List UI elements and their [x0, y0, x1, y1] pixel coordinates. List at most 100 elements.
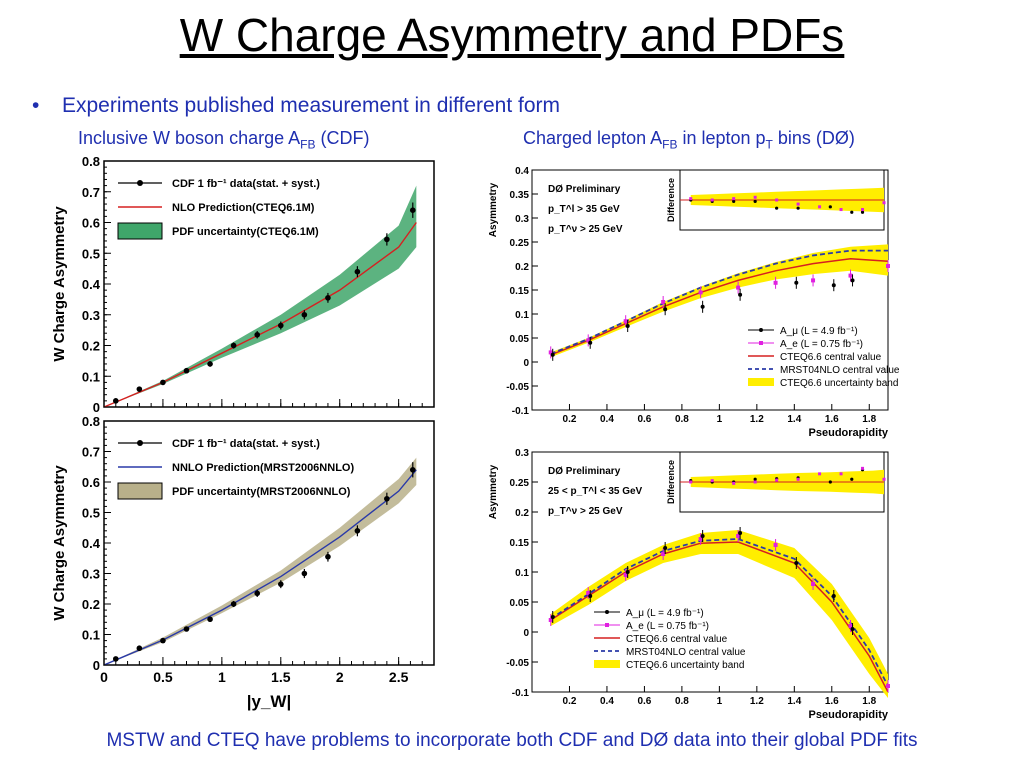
x-tick-label: 1	[717, 414, 723, 425]
mu-point	[663, 307, 668, 312]
y-tick-label: 0.7	[82, 185, 100, 200]
data-point	[409, 207, 416, 213]
inset-e-point	[882, 477, 886, 481]
mu-point	[663, 546, 668, 550]
e-point	[586, 591, 591, 595]
legend-label: A_e (L = 0.75 fb⁻¹)	[626, 621, 709, 632]
mu-point	[850, 627, 855, 631]
x-tick-label: 0.2	[563, 414, 577, 425]
mu-point	[794, 280, 799, 285]
data-point	[354, 268, 361, 275]
mu-point	[588, 340, 593, 345]
legend-label: CDF 1 fb⁻¹ data(stat. + syst.)	[172, 438, 320, 450]
data-point	[254, 331, 261, 338]
inset-e-point	[775, 198, 779, 202]
inset-e-point	[796, 202, 800, 206]
caption-left-text: Inclusive W boson charge A	[78, 128, 301, 148]
legend-label: MRST04NLO central value	[626, 647, 746, 658]
caption-left: Inclusive W boson charge AFB (CDF)	[78, 128, 369, 152]
x-tick-label: 2.5	[389, 669, 409, 685]
x-tick-label: 1.6	[825, 696, 839, 707]
y-tick-label: 0.1	[82, 369, 100, 384]
inset-y-label: Difference	[666, 178, 676, 222]
e-point	[623, 573, 628, 577]
y-tick-label: 0.6	[82, 475, 100, 490]
y-tick-label: 0.3	[82, 308, 100, 323]
y-tick-label: 0.8	[82, 155, 100, 169]
inset-e-point	[689, 480, 693, 484]
data-point	[112, 398, 119, 404]
legend-marker	[759, 341, 763, 345]
x-tick-label: 0.6	[637, 414, 651, 425]
x-axis-label: Pseudorapidity	[809, 427, 889, 439]
annotation-text: p_T^ν > 25 GeV	[548, 224, 623, 235]
data-point	[384, 236, 390, 243]
inset-mu-point	[860, 210, 865, 214]
data-point	[112, 656, 119, 662]
mu-point	[700, 304, 705, 309]
x-tick-label: 0.8	[675, 414, 689, 425]
x-tick-label: 1.8	[862, 696, 876, 707]
inset-e-point	[861, 466, 865, 470]
mu-point	[738, 292, 743, 297]
uncertainty-band	[104, 185, 417, 407]
e-point	[586, 338, 591, 343]
e-point	[736, 534, 741, 538]
y-tick-label: -0.1	[512, 688, 530, 699]
data-point	[207, 361, 213, 367]
y-axis-label: Asymmetry	[488, 182, 499, 237]
x-tick-label: 0.8	[675, 696, 689, 707]
y-tick-label: 0.5	[82, 506, 100, 521]
cteq-line	[550, 258, 889, 356]
x-tick-label: 1	[717, 696, 723, 707]
bullet-text: Experiments published measurement in dif…	[62, 94, 561, 117]
footer-note: MSTW and CTEQ have problems to incorpora…	[106, 730, 918, 751]
y-tick-label: 0.05	[510, 334, 530, 345]
x-tick-label: 0.4	[600, 414, 614, 425]
y-tick-label: 0.6	[82, 216, 100, 231]
y-tick-label: 0.2	[82, 339, 100, 354]
y-tick-label: 0.35	[510, 190, 530, 201]
caption-right-text: Charged lepton A	[523, 128, 663, 148]
legend-label: NNLO Prediction(MRST2006NNLO)	[172, 462, 354, 474]
x-tick-label: 0	[100, 669, 108, 685]
y-tick-label: -0.05	[506, 658, 529, 669]
e-point	[848, 624, 853, 628]
mu-point	[794, 561, 799, 565]
y-axis-label: W Charge Asymmetry	[51, 465, 68, 621]
y-tick-label: 0.2	[515, 508, 529, 519]
mu-point	[625, 570, 630, 574]
x-tick-label: 1.6	[825, 414, 839, 425]
e-point	[661, 552, 666, 556]
legend-marker	[137, 440, 143, 446]
y-tick-label: 0.05	[510, 598, 530, 609]
mrst-line	[550, 249, 888, 355]
caption-left-sub: FB	[300, 137, 316, 152]
data-point	[207, 616, 213, 623]
legend-marker	[605, 623, 609, 627]
uncertainty-band	[550, 244, 888, 358]
inset-mu-point	[753, 199, 757, 203]
x-tick-label: 0.6	[637, 696, 651, 707]
caption-right-sub: FB	[662, 137, 678, 152]
x-tick-label: 1.5	[271, 669, 291, 685]
legend-label: A_e (L = 0.75 fb⁻¹)	[780, 339, 863, 350]
legend-band	[748, 378, 774, 386]
inset-e-point	[710, 479, 714, 483]
mu-point	[625, 324, 630, 328]
e-point	[661, 300, 666, 304]
y-tick-label: -0.1	[512, 406, 530, 417]
annotation-bg	[538, 174, 648, 242]
x-tick-label: 1.4	[787, 414, 801, 425]
data-point	[409, 467, 416, 473]
y-tick-label: 0.1	[515, 568, 529, 579]
inset-y-label: Difference	[666, 460, 676, 504]
annotation-text: p_T^l > 35 GeV	[548, 204, 620, 215]
legend-label: CDF 1 fb⁻¹ data(stat. + syst.)	[172, 178, 320, 190]
inset-e-point	[818, 472, 822, 476]
slide-title: W Charge Asymmetry and PDFs	[179, 9, 845, 61]
x-axis-label: Pseudorapidity	[809, 709, 889, 721]
y-tick-label: 0.15	[510, 538, 530, 549]
x-tick-label: 1.8	[862, 414, 876, 425]
y-tick-label: -0.05	[506, 382, 529, 393]
